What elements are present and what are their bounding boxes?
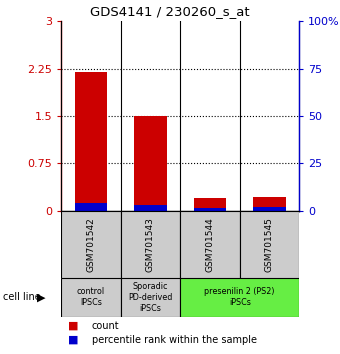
Bar [180, 278, 299, 317]
Bar [121, 278, 180, 317]
Text: ■: ■ [68, 321, 79, 331]
Bar [121, 211, 180, 278]
Bar [180, 211, 240, 278]
Bar [253, 207, 286, 211]
Text: cell line: cell line [3, 292, 41, 302]
Text: presenilin 2 (PS2)
iPSCs: presenilin 2 (PS2) iPSCs [204, 287, 275, 307]
Text: GSM701542: GSM701542 [86, 217, 96, 272]
Bar [134, 205, 167, 211]
Bar [253, 197, 286, 211]
Bar [193, 208, 226, 211]
Text: ▶: ▶ [36, 292, 45, 302]
Bar [134, 116, 167, 211]
Text: GDS4141 / 230260_s_at: GDS4141 / 230260_s_at [90, 5, 250, 18]
Bar [61, 278, 121, 317]
Text: GSM701545: GSM701545 [265, 217, 274, 272]
Text: percentile rank within the sample: percentile rank within the sample [92, 335, 257, 345]
Bar [240, 211, 299, 278]
Bar [61, 211, 121, 278]
Text: Sporadic
PD-derived
iPSCs: Sporadic PD-derived iPSCs [128, 282, 173, 313]
Bar [74, 203, 107, 211]
Bar [193, 198, 226, 211]
Text: GSM701544: GSM701544 [205, 217, 215, 272]
Text: count: count [92, 321, 119, 331]
Text: ■: ■ [68, 335, 79, 345]
Bar [74, 72, 107, 211]
Text: control
IPSCs: control IPSCs [77, 287, 105, 307]
Text: GSM701543: GSM701543 [146, 217, 155, 272]
